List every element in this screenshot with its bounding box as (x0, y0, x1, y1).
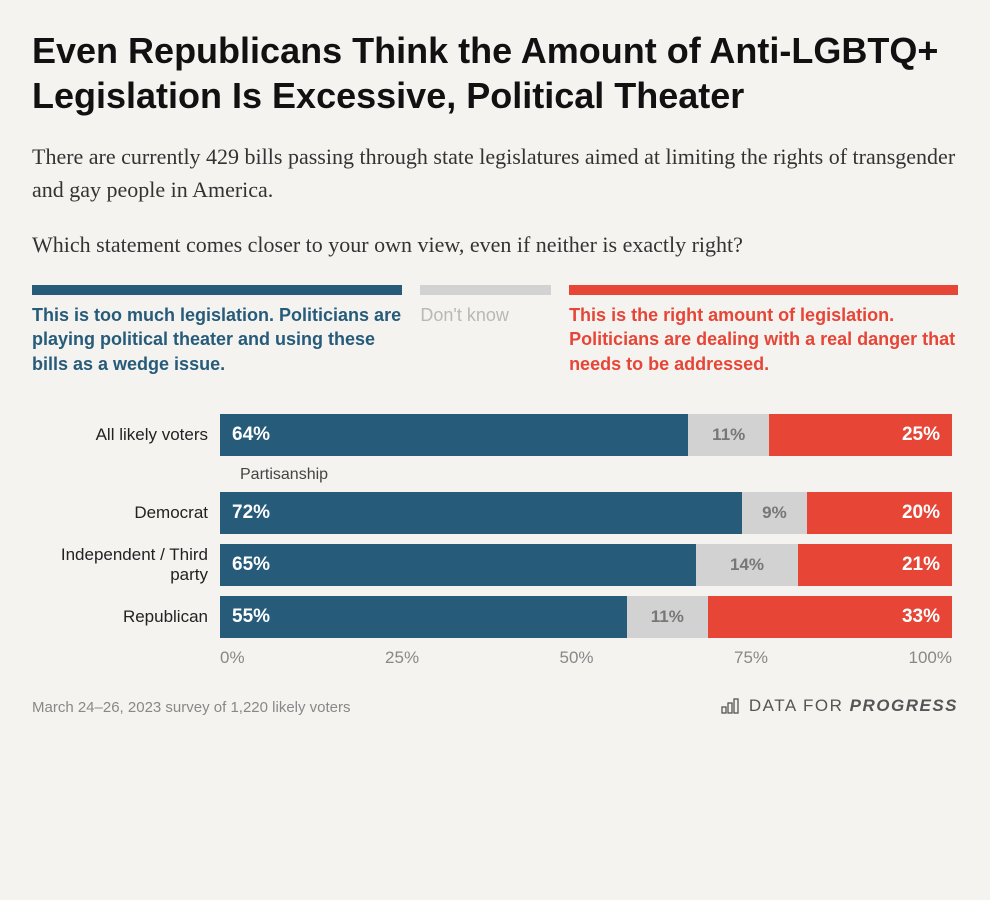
bar-segment-right-amt: 33% (708, 596, 952, 638)
bar-segment-too-much: 72% (220, 492, 742, 534)
source-note: March 24–26, 2023 survey of 1,220 likely… (32, 699, 351, 716)
x-tick: 25% (385, 648, 419, 668)
x-tick: 50% (560, 648, 594, 668)
legend-swatch-dont-know (420, 285, 551, 295)
legend-item-dont-know: Don't know (402, 285, 569, 376)
bar-segment-dk: 11% (688, 414, 769, 456)
survey-question: Which statement comes closer to your own… (32, 228, 958, 261)
bar-segment-right-amt: 21% (798, 544, 952, 586)
bar-track: 64%11%25% (220, 414, 952, 456)
row-label: All likely voters (52, 425, 220, 445)
bar-segment-too-much: 55% (220, 596, 627, 638)
bar-track: 65%14%21% (220, 544, 952, 586)
brand-attribution: DATA FOR PROGRESS (721, 696, 958, 716)
x-tick: 0% (220, 648, 245, 668)
bar-row: Independent / Third party65%14%21% (52, 544, 952, 586)
legend-label-too-much: This is too much legislation. Politician… (32, 303, 402, 376)
bar-segment-dk: 11% (627, 596, 708, 638)
legend-item-right-amount: This is the right amount of legislation.… (569, 285, 958, 376)
legend-item-too-much: This is too much legislation. Politician… (32, 285, 402, 376)
bar-chart-icon (721, 698, 741, 714)
row-label: Democrat (52, 503, 220, 523)
bar-row: All likely voters64%11%25% (52, 414, 952, 456)
legend-label-dont-know: Don't know (420, 303, 551, 327)
bar-segment-dk: 14% (696, 544, 798, 586)
chart-subtitle: There are currently 429 bills passing th… (32, 140, 958, 206)
chart-title: Even Republicans Think the Amount of Ant… (32, 28, 958, 118)
x-axis: 0% 25% 50% 75% 100% (220, 648, 952, 668)
bar-track: 55%11%33% (220, 596, 952, 638)
x-tick: 100% (908, 648, 951, 668)
row-label: Republican (52, 607, 220, 627)
bar-segment-right-amt: 20% (807, 492, 952, 534)
bar-row: Republican55%11%33% (52, 596, 952, 638)
row-label: Independent / Third party (52, 545, 220, 584)
bar-segment-too-much: 64% (220, 414, 688, 456)
bar-track: 72%9%20% (220, 492, 952, 534)
bar-row: Democrat72%9%20% (52, 492, 952, 534)
legend: This is too much legislation. Politician… (32, 285, 958, 376)
bar-chart: All likely voters64%11%25%PartisanshipDe… (52, 414, 952, 638)
bar-segment-dk: 9% (742, 492, 807, 534)
brand-text: DATA FOR PROGRESS (749, 696, 958, 716)
legend-swatch-too-much (32, 285, 402, 295)
legend-swatch-right-amount (569, 285, 958, 295)
legend-label-right-amount: This is the right amount of legislation.… (569, 303, 958, 376)
bar-segment-right-amt: 25% (769, 414, 952, 456)
subgroup-heading: Partisanship (240, 466, 952, 484)
chart-footer: March 24–26, 2023 survey of 1,220 likely… (32, 696, 958, 716)
x-tick: 75% (734, 648, 768, 668)
bar-segment-too-much: 65% (220, 544, 696, 586)
